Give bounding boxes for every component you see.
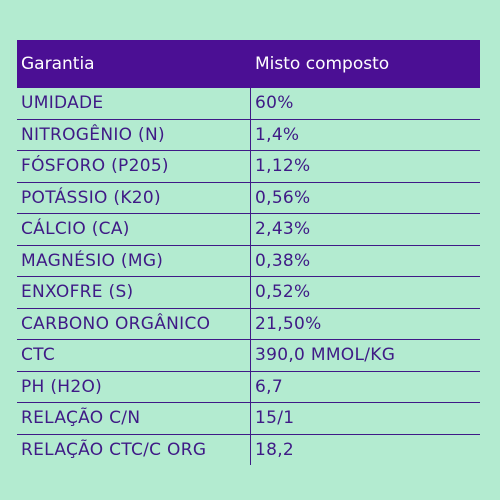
row-label: FÓSFORO (P205) <box>17 151 251 182</box>
table-row: UMIDADE 60% <box>17 88 480 120</box>
table-row: NITROGÊNIO (N) 1,4% <box>17 119 480 151</box>
row-label: RELAÇÃO CTC/C ORG <box>17 434 251 465</box>
guarantee-table: Garantia Misto composto UMIDADE 60% NITR… <box>17 40 480 465</box>
row-value: 21,50% <box>255 313 322 334</box>
row-value: 18,2 <box>255 439 295 460</box>
table-row: MAGNÉSIO (MG) 0,38% <box>17 245 480 277</box>
row-value: 60% <box>255 93 294 114</box>
row-value: 0,38% <box>255 250 311 271</box>
table-row: FÓSFORO (P205) 1,12% <box>17 151 480 183</box>
row-value: 0,52% <box>255 282 311 303</box>
row-value: 1,4% <box>255 124 300 145</box>
row-label: CÁLCIO (CA) <box>17 214 251 245</box>
header-garantia: Garantia <box>21 54 95 74</box>
row-value: 1,12% <box>255 156 311 177</box>
row-label: CARBONO ORGÂNICO <box>17 308 251 339</box>
table-row: CTC 390,0 MMOL/KG <box>17 340 480 372</box>
row-value: 0,56% <box>255 187 311 208</box>
row-label: RELAÇÃO C/N <box>17 403 251 434</box>
row-value: 2,43% <box>255 219 311 240</box>
table-row: RELAÇÃO C/N 15/1 <box>17 403 480 435</box>
row-value: 15/1 <box>255 408 295 429</box>
table-header: Garantia Misto composto <box>17 40 480 88</box>
row-label: UMIDADE <box>17 88 251 119</box>
row-label: CTC <box>17 340 251 371</box>
table-row: PH (H2O) 6,7 <box>17 371 480 403</box>
row-value: 390,0 MMOL/KG <box>255 345 396 366</box>
table-row: RELAÇÃO CTC/C ORG 18,2 <box>17 434 480 465</box>
header-misto-composto: Misto composto <box>255 54 390 74</box>
row-label: PH (H2O) <box>17 371 251 402</box>
table-row: CÁLCIO (CA) 2,43% <box>17 214 480 246</box>
row-label: NITROGÊNIO (N) <box>17 119 251 150</box>
table-row: ENXOFRE (S) 0,52% <box>17 277 480 309</box>
row-value: 6,7 <box>255 376 283 397</box>
row-label: ENXOFRE (S) <box>17 277 251 308</box>
table-row: CARBONO ORGÂNICO 21,50% <box>17 308 480 340</box>
table-row: POTÁSSIO (K20) 0,56% <box>17 182 480 214</box>
row-label: MAGNÉSIO (MG) <box>17 245 251 276</box>
row-label: POTÁSSIO (K20) <box>17 182 251 213</box>
